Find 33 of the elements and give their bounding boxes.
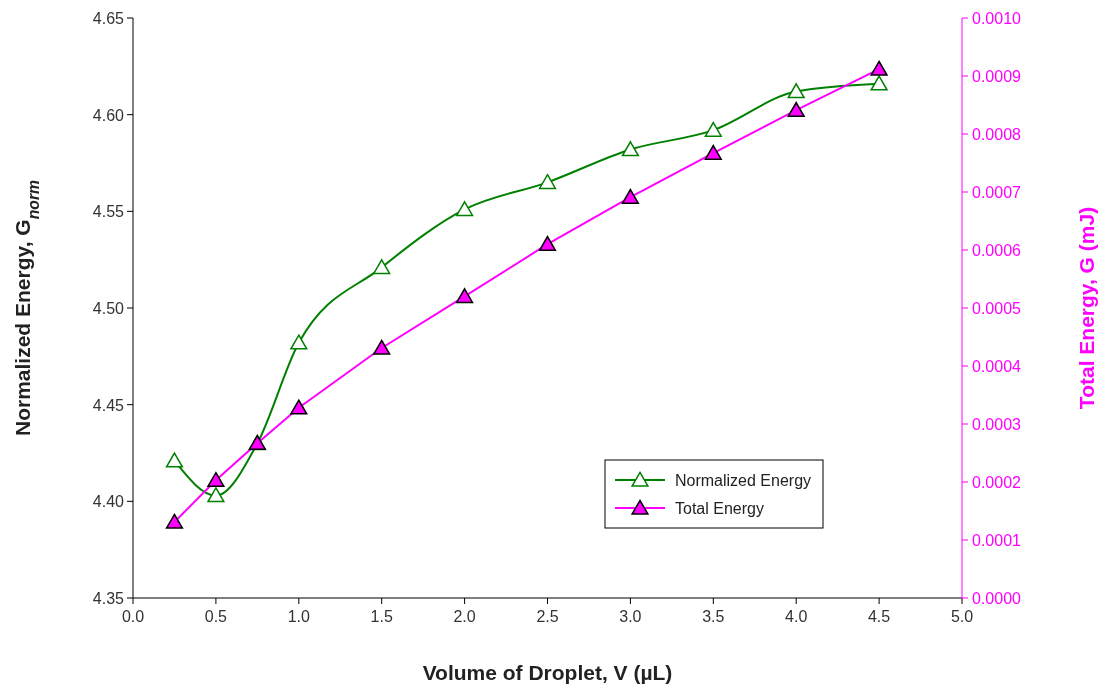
y2-axis-title: Total Energy, G (mJ)	[1075, 206, 1098, 410]
y2-tick-label: 0.0004	[972, 358, 1022, 375]
x-tick-label: 3.5	[702, 608, 725, 625]
y-tick-label: 4.60	[92, 106, 125, 124]
y-tick-label: 4.35	[92, 590, 125, 607]
x-tick-label: 4.5	[867, 608, 891, 625]
x-tick-label: 4.0	[785, 608, 808, 625]
x-tick-label: 3.0	[619, 608, 642, 625]
y2-tick-label: 0.0009	[972, 68, 1022, 85]
y-tick-label: 4.65	[92, 10, 125, 27]
y2-tick-label: 0.0003	[972, 416, 1022, 433]
y2-tick-label: 0.0008	[972, 126, 1022, 143]
y2-tick-label: 0.0002	[972, 474, 1022, 491]
legend-label: Normalized Energy	[675, 472, 812, 489]
y-tick-label: 4.40	[92, 493, 125, 511]
x-tick-label: 2.5	[536, 608, 559, 625]
y2-tick-label: 0.0005	[972, 300, 1022, 317]
legend-label: Total Energy	[675, 500, 764, 517]
x-tick-label: 0.5	[204, 608, 228, 625]
x-tick-label: 2.0	[453, 608, 476, 625]
x-tick-label: 5.0	[950, 608, 974, 625]
y-tick-label: 4.50	[92, 300, 125, 317]
y2-tick-label: 0.0000	[972, 590, 1022, 607]
x-axis-title: Volume of Droplet, V (µL)	[422, 661, 673, 684]
y2-tick-label: 0.0007	[972, 184, 1022, 201]
y2-tick-label: 0.0001	[972, 532, 1022, 549]
y2-tick-label: 0.0006	[972, 242, 1022, 259]
y-tick-label: 4.55	[92, 203, 125, 221]
y-tick-label: 4.45	[92, 396, 125, 414]
x-tick-label: 1.5	[370, 608, 393, 625]
y2-tick-label: 0.0010	[972, 10, 1022, 27]
x-tick-label: 1.0	[287, 608, 311, 625]
x-tick-label: 0.0	[121, 608, 145, 625]
